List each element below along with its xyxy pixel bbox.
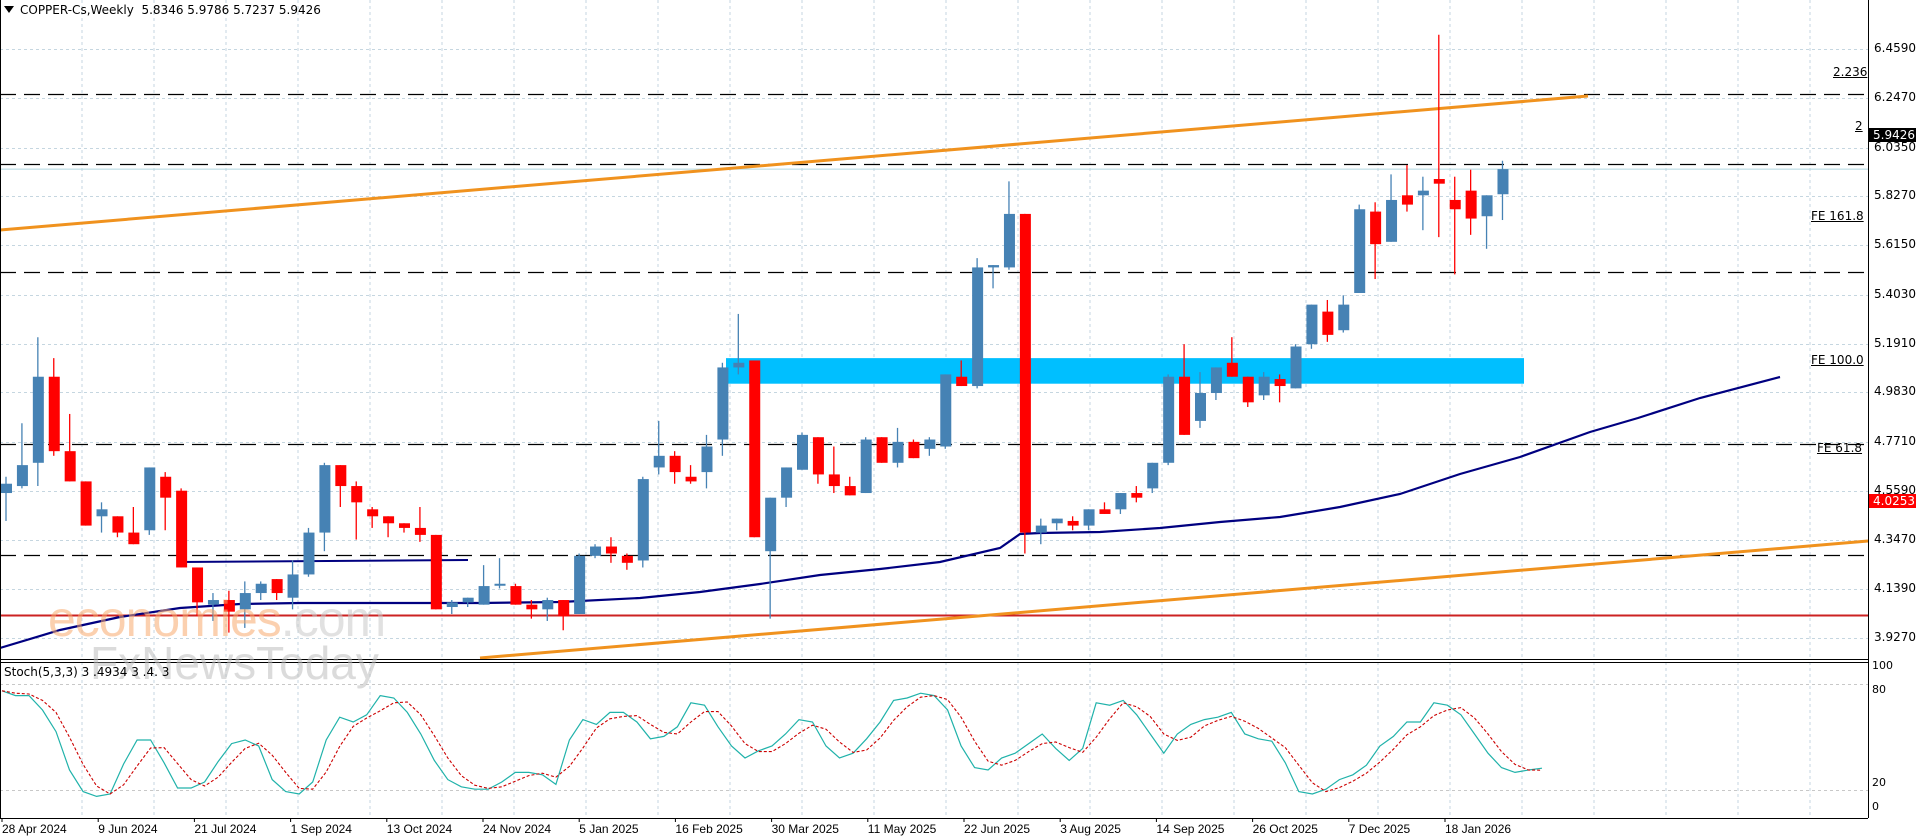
symbol-name: COPPER-Cs,Weekly — [20, 3, 134, 17]
watermark-suffix: .com — [280, 591, 386, 647]
time-axis-label: 7 Dec 2025 — [1348, 822, 1411, 836]
level-label-fe100: FE 100.0 — [1811, 353, 1864, 367]
time-axis-label: 18 Jan 2026 — [1445, 822, 1512, 836]
time-axis-label: 13 Oct 2024 — [386, 822, 453, 836]
grid — [0, 0, 1868, 818]
dropdown-triangle-icon[interactable] — [4, 6, 14, 13]
time-axis-label: 9 Jun 2024 — [98, 822, 158, 836]
price-axis-label: 5.4030 — [1874, 286, 1916, 301]
price-channel[interactable] — [0, 94, 1869, 660]
time-axis-label: 26 Oct 2025 — [1252, 822, 1318, 836]
stochastic-label: Stoch(5,3,3) 3 .4934 3 .4. 3 — [4, 665, 170, 679]
time-axis-label: 16 Feb 2025 — [675, 822, 743, 836]
price-axis-label: 4.1390 — [1874, 580, 1916, 595]
price-axis-label: 5.6150 — [1874, 237, 1916, 252]
stoch-axis-100: 100 — [1872, 659, 1893, 672]
time-axis-label: 24 Nov 2024 — [483, 822, 552, 836]
time-axis-label: 22 Jun 2025 — [964, 822, 1031, 836]
support-price-tag: 4.0253 — [1869, 494, 1916, 508]
chart-title[interactable]: COPPER-Cs,Weekly 5.8346 5.9786 5.7237 5.… — [4, 3, 321, 17]
ohlc-values: 5.8346 5.9786 5.7237 5.9426 — [141, 3, 321, 17]
price-axis-label: 6.0350 — [1874, 139, 1916, 154]
level-label-fe618: FE 61.8 — [1817, 441, 1863, 455]
price-axis-label: 5.8270 — [1874, 188, 1916, 202]
fibonacci-levels[interactable] — [0, 93, 1868, 617]
current-price-tag: 5.9426 — [1869, 128, 1916, 142]
level-label-fe1618: FE 161.8 — [1811, 209, 1864, 223]
time-axis-label: 5 Jan 2025 — [579, 822, 639, 836]
price-axis-label: 6.2470 — [1874, 90, 1916, 105]
stoch-axis-0: 0 — [1872, 800, 1879, 813]
price-axis-label: 4.7710 — [1874, 433, 1916, 448]
time-axis-label: 1 Sep 2024 — [290, 822, 352, 836]
time-axis-label: 21 Jul 2024 — [194, 822, 257, 836]
level-label-2: 2 — [1855, 119, 1863, 133]
price-axis-label: 6.4590 — [1874, 41, 1916, 55]
price-axis-label: 4.5590 — [1874, 482, 1916, 497]
moving-average-line — [0, 375, 1781, 650]
time-axis-label: 28 Apr 2024 — [2, 822, 67, 836]
price-axis-label: 5.1910 — [1874, 335, 1916, 350]
stoch-axis-80: 80 — [1872, 683, 1886, 696]
price-axis-label: 3.9270 — [1874, 629, 1916, 644]
watermark-text: economies — [48, 591, 282, 647]
watermark-fxnewstoday: FxNewsToday — [90, 637, 379, 689]
stoch-axis-20: 20 — [1872, 776, 1886, 789]
time-axis-label: 11 May 2025 — [867, 822, 937, 836]
watermark-economies: economies.com — [48, 590, 386, 648]
chart-frame — [0, 0, 1869, 822]
time-axis-label: 3 Aug 2025 — [1060, 822, 1121, 836]
price-axis-label: 4.3470 — [1874, 532, 1916, 547]
stochastic-oscillator — [1, 690, 1543, 798]
time-axis-label: 14 Sep 2025 — [1156, 822, 1225, 836]
candlesticks — [1, 34, 1509, 633]
time-axis-label: 30 Mar 2025 — [771, 822, 839, 836]
resistance-zone[interactable] — [726, 358, 1524, 384]
price-axis-label: 4.9830 — [1874, 384, 1916, 399]
level-label-2236: 2.236 — [1833, 65, 1868, 79]
